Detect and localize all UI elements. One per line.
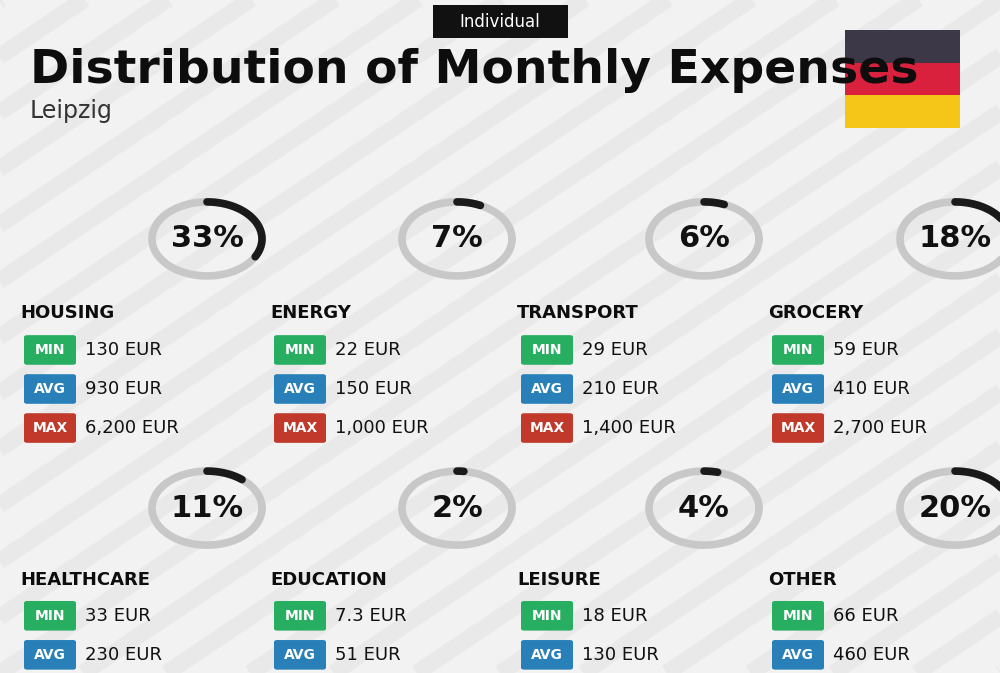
FancyBboxPatch shape [24,374,76,404]
FancyBboxPatch shape [274,335,326,365]
Text: HEALTHCARE: HEALTHCARE [20,571,150,589]
Text: 7.3 EUR: 7.3 EUR [335,607,406,625]
Text: HOUSING: HOUSING [20,304,114,322]
Text: 130 EUR: 130 EUR [85,341,162,359]
Text: MIN: MIN [532,609,562,623]
FancyBboxPatch shape [521,413,573,443]
Text: 20%: 20% [918,493,992,523]
FancyBboxPatch shape [24,413,76,443]
FancyBboxPatch shape [521,335,573,365]
Text: ENERGY: ENERGY [270,304,351,322]
Text: AVG: AVG [34,648,66,662]
Text: AVG: AVG [782,648,814,662]
Text: 1,000 EUR: 1,000 EUR [335,419,429,437]
Text: MAX: MAX [780,421,816,435]
Text: AVG: AVG [531,382,563,396]
Text: MIN: MIN [285,609,315,623]
Text: MIN: MIN [285,343,315,357]
FancyBboxPatch shape [24,640,76,670]
Text: MIN: MIN [35,609,65,623]
Text: 66 EUR: 66 EUR [833,607,899,625]
Text: 22 EUR: 22 EUR [335,341,401,359]
Text: 460 EUR: 460 EUR [833,646,910,664]
FancyBboxPatch shape [845,63,960,96]
FancyBboxPatch shape [772,374,824,404]
FancyBboxPatch shape [274,413,326,443]
FancyBboxPatch shape [772,601,824,631]
Text: 7%: 7% [431,224,483,254]
Text: 4%: 4% [678,493,730,523]
Text: MIN: MIN [35,343,65,357]
Text: 130 EUR: 130 EUR [582,646,659,664]
FancyBboxPatch shape [772,640,824,670]
FancyBboxPatch shape [274,374,326,404]
Text: 6,200 EUR: 6,200 EUR [85,419,179,437]
Text: AVG: AVG [782,382,814,396]
FancyBboxPatch shape [772,413,824,443]
FancyBboxPatch shape [24,601,76,631]
Text: MIN: MIN [783,343,813,357]
Text: TRANSPORT: TRANSPORT [517,304,639,322]
Text: AVG: AVG [284,648,316,662]
FancyBboxPatch shape [521,601,573,631]
Text: 51 EUR: 51 EUR [335,646,401,664]
FancyBboxPatch shape [24,335,76,365]
Text: AVG: AVG [284,382,316,396]
Text: Distribution of Monthly Expenses: Distribution of Monthly Expenses [30,48,918,93]
Text: 6%: 6% [678,224,730,254]
Text: 18%: 18% [918,224,992,254]
Text: 33%: 33% [171,224,243,254]
Text: OTHER: OTHER [768,571,837,589]
Text: GROCERY: GROCERY [768,304,863,322]
Text: 230 EUR: 230 EUR [85,646,162,664]
Text: 2,700 EUR: 2,700 EUR [833,419,927,437]
Text: 2%: 2% [431,493,483,523]
Text: 11%: 11% [170,493,244,523]
Text: MAX: MAX [529,421,565,435]
Text: 18 EUR: 18 EUR [582,607,648,625]
Text: 210 EUR: 210 EUR [582,380,659,398]
Text: AVG: AVG [531,648,563,662]
Text: 410 EUR: 410 EUR [833,380,910,398]
Text: MAX: MAX [282,421,318,435]
Text: MIN: MIN [783,609,813,623]
Text: MIN: MIN [532,343,562,357]
Text: 29 EUR: 29 EUR [582,341,648,359]
Text: MAX: MAX [32,421,68,435]
FancyBboxPatch shape [521,374,573,404]
FancyBboxPatch shape [845,96,960,128]
Text: Leipzig: Leipzig [30,99,113,123]
FancyBboxPatch shape [274,640,326,670]
Text: 150 EUR: 150 EUR [335,380,412,398]
Text: 59 EUR: 59 EUR [833,341,899,359]
Text: Individual: Individual [460,13,540,30]
Text: AVG: AVG [34,382,66,396]
FancyBboxPatch shape [274,601,326,631]
Text: 1,400 EUR: 1,400 EUR [582,419,676,437]
FancyBboxPatch shape [521,640,573,670]
FancyBboxPatch shape [432,5,568,38]
Text: EDUCATION: EDUCATION [270,571,387,589]
Text: 33 EUR: 33 EUR [85,607,151,625]
FancyBboxPatch shape [772,335,824,365]
Text: LEISURE: LEISURE [517,571,601,589]
Text: 930 EUR: 930 EUR [85,380,162,398]
FancyBboxPatch shape [845,30,960,63]
